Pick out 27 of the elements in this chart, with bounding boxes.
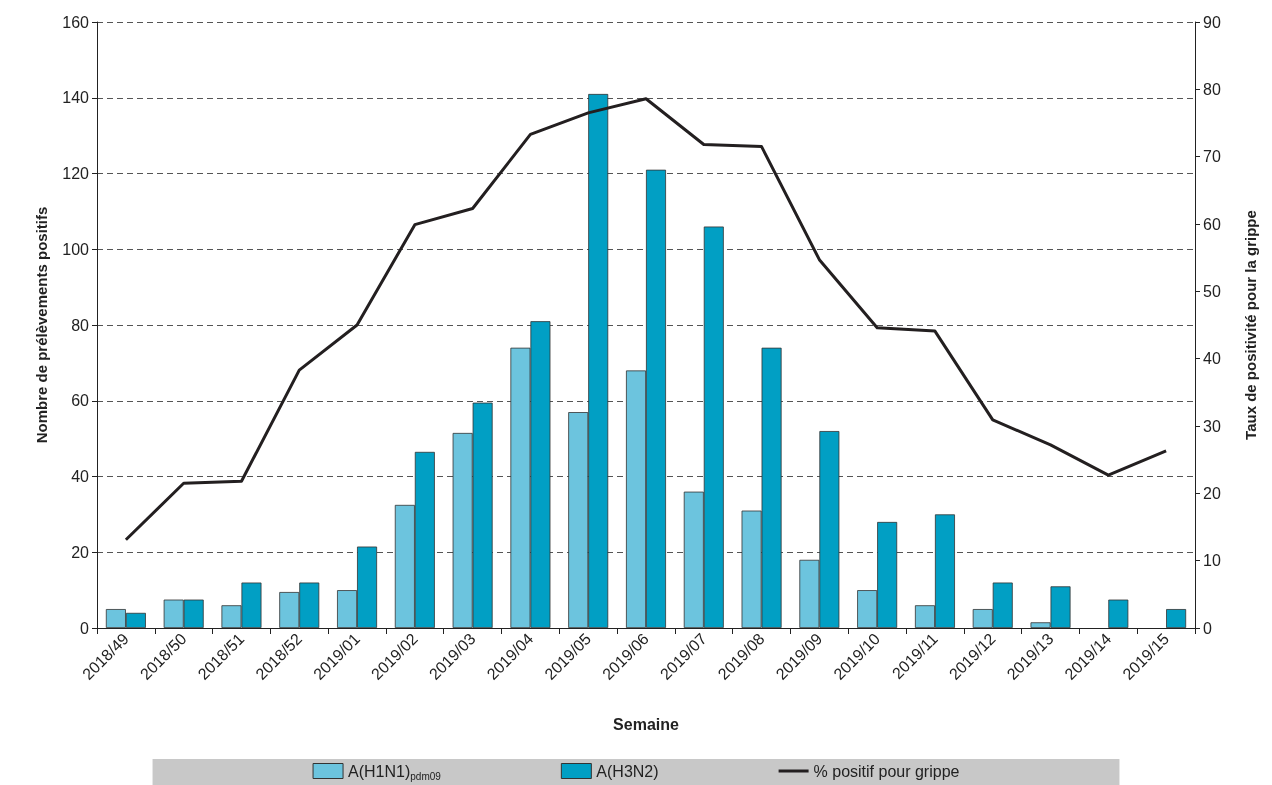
y-axis-title: Nombre de prélèvements positifs <box>33 206 50 444</box>
y2-tick-label: 50 <box>1203 282 1221 300</box>
y2-axis-title: Taux de positivité pour la grippe <box>1242 210 1259 440</box>
y2-tick-label: 40 <box>1203 350 1221 368</box>
y2-tick-label: 20 <box>1203 484 1221 502</box>
y-tick-label: 60 <box>71 392 90 410</box>
y-tick-label: 160 <box>62 13 90 31</box>
y-tick-label: 20 <box>71 543 90 561</box>
y-tick-label: 100 <box>62 240 90 258</box>
y2-tick-label: 90 <box>1203 13 1221 31</box>
y-tick-label: 40 <box>71 468 90 485</box>
bar <box>1166 609 1187 628</box>
y-tick-label: 140 <box>62 89 90 107</box>
y-tick-label: 80 <box>71 316 90 334</box>
y-tick-label: 0 <box>80 619 90 637</box>
y2-tick-label: 0 <box>1203 619 1212 637</box>
y2-tick-label: 10 <box>1203 552 1221 570</box>
x-axis-title: Semaine <box>613 715 680 733</box>
y2-tick-label: 80 <box>1203 80 1221 98</box>
legend-label: % positif pour grippe <box>813 762 960 780</box>
y2-tick-label: 70 <box>1203 148 1221 166</box>
y-tick-label: 120 <box>62 165 90 182</box>
y2-tick-label: 60 <box>1203 215 1221 233</box>
line-series <box>124 97 1168 542</box>
legend-label: A(H3N2) <box>596 762 659 780</box>
y2-tick-label: 30 <box>1203 417 1221 435</box>
bar <box>1108 599 1129 628</box>
